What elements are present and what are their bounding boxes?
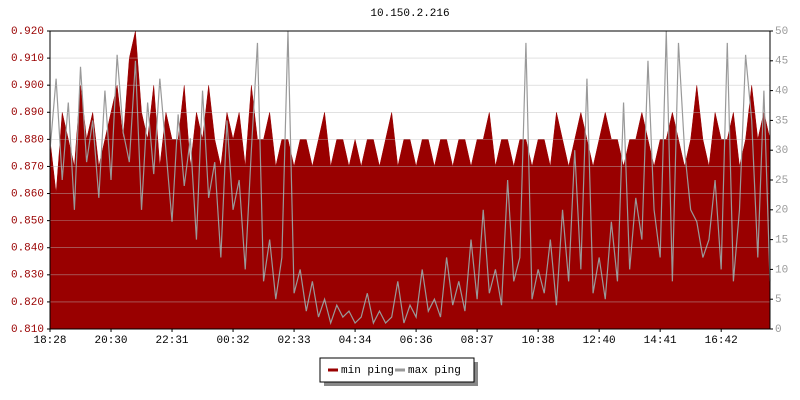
y-tick-label: 0.890 (11, 107, 44, 119)
x-tick-label: 18:28 (33, 335, 66, 347)
x-tick-label: 16:42 (705, 335, 738, 347)
y2-tick-label: 20 (775, 205, 788, 217)
y-tick-label: 0.850 (11, 216, 44, 228)
y-tick-label: 0.910 (11, 53, 44, 65)
y2-tick-label: 15 (775, 235, 788, 247)
x-tick-label: 14:41 (644, 335, 677, 347)
x-tick-label: 22:31 (156, 335, 189, 347)
chart-title: 10.150.2.216 (370, 8, 449, 20)
x-tick-label: 00:32 (217, 335, 250, 347)
y2-tick-label: 5 (775, 294, 782, 306)
x-tick-label: 08:37 (461, 335, 494, 347)
y2-tick-label: 10 (775, 264, 788, 276)
x-tick-label: 04:34 (339, 335, 372, 347)
y-tick-label: 0.920 (11, 26, 44, 38)
y2-tick-label: 50 (775, 26, 788, 38)
y-tick-label: 0.840 (11, 243, 44, 255)
y2-tick-label: 40 (775, 86, 788, 98)
x-tick-label: 02:33 (278, 335, 311, 347)
y2-tick-label: 45 (775, 56, 788, 68)
x-tick-label: 20:30 (95, 335, 128, 347)
y-tick-label: 0.880 (11, 134, 44, 146)
x-tick-label: 10:38 (522, 335, 555, 347)
min-ping-area (49, 30, 771, 330)
y2-tick-label: 0 (775, 324, 782, 336)
y-tick-label: 0.900 (11, 80, 44, 92)
plot-frame (49, 30, 771, 330)
y-tick-label: 0.810 (11, 324, 44, 336)
legend-label: max ping (408, 365, 461, 377)
y-tick-label: 0.830 (11, 270, 44, 282)
y2-tick-label: 35 (775, 115, 788, 127)
y-tick-label: 0.860 (11, 188, 44, 200)
legend-label: min ping (341, 365, 394, 377)
y2-tick-label: 25 (775, 175, 788, 187)
y-tick-label: 0.820 (11, 297, 44, 309)
y-tick-label: 0.870 (11, 161, 44, 173)
y2-tick-label: 30 (775, 145, 788, 157)
x-tick-label: 06:36 (400, 335, 433, 347)
x-tick-label: 12:40 (583, 335, 616, 347)
max-ping-line (49, 30, 771, 326)
